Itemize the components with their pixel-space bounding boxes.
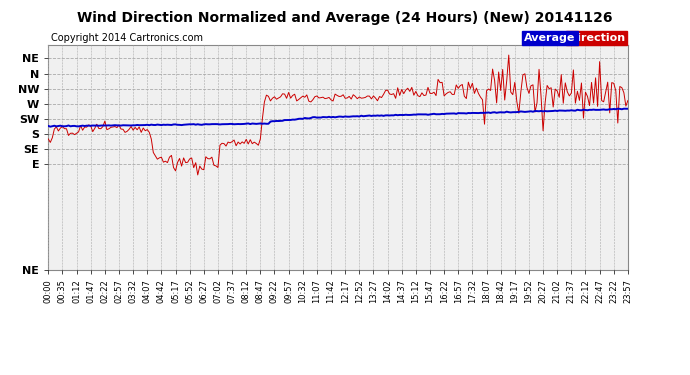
Text: Direction: Direction [568, 33, 625, 43]
Text: Wind Direction Normalized and Average (24 Hours) (New) 20141126: Wind Direction Normalized and Average (2… [77, 11, 613, 25]
Text: Average: Average [524, 33, 575, 43]
Text: Copyright 2014 Cartronics.com: Copyright 2014 Cartronics.com [51, 33, 203, 43]
